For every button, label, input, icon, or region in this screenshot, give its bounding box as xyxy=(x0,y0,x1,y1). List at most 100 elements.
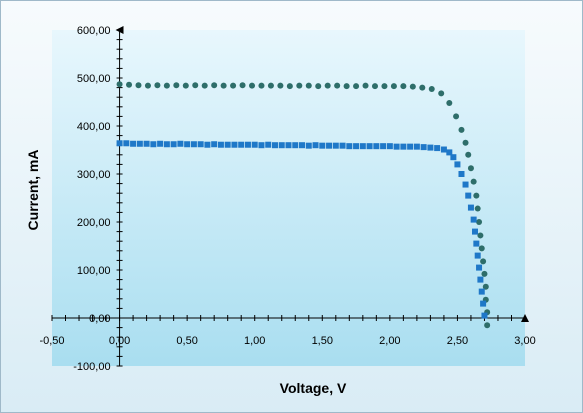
data-point xyxy=(371,83,378,90)
data-point xyxy=(440,146,447,153)
x-tick-label: -0,50 xyxy=(39,335,64,347)
data-point xyxy=(453,113,460,120)
data-point xyxy=(409,83,416,90)
data-point xyxy=(474,205,481,212)
data-point xyxy=(123,140,130,147)
x-tick-label: 2,00 xyxy=(379,335,400,347)
x-tick-label: 1,50 xyxy=(312,335,333,347)
data-point xyxy=(267,82,274,89)
y-tick-label: 400,00 xyxy=(77,121,111,133)
data-point xyxy=(476,264,483,271)
data-point xyxy=(482,283,489,290)
tick-labels: -0,50 0,00 0,50 1,00 1,50 2,00 2,50 3,00 -100,00… xyxy=(39,25,535,373)
data-point xyxy=(334,82,341,89)
data-point xyxy=(353,143,360,150)
data-point xyxy=(201,82,208,89)
data-point xyxy=(277,82,284,89)
data-point xyxy=(239,82,246,89)
data-point xyxy=(346,143,353,150)
data-point xyxy=(324,82,331,89)
data-point xyxy=(305,142,312,149)
data-point xyxy=(258,142,265,149)
data-point xyxy=(296,82,303,89)
data-point xyxy=(362,82,369,89)
y-tick-label: 0,00 xyxy=(89,313,110,325)
data-point xyxy=(438,90,445,97)
data-point xyxy=(292,142,299,149)
y-tick-label: 200,00 xyxy=(77,217,111,229)
data-point xyxy=(478,245,485,252)
data-point xyxy=(473,192,480,199)
data-point xyxy=(173,82,180,89)
data-point xyxy=(446,149,453,156)
data-point xyxy=(211,141,218,148)
data-point xyxy=(230,82,237,89)
data-point xyxy=(163,141,170,148)
data-point xyxy=(249,82,256,89)
y-tick-label: -100,00 xyxy=(73,361,110,373)
data-point xyxy=(473,240,480,247)
data-point xyxy=(154,82,161,89)
data-point xyxy=(116,140,123,147)
data-point xyxy=(454,161,461,168)
data-point xyxy=(285,142,292,149)
data-point xyxy=(278,142,285,149)
data-point xyxy=(190,141,197,148)
data-point xyxy=(184,141,191,148)
data-point xyxy=(393,143,400,150)
data-point xyxy=(470,178,477,185)
data-point xyxy=(299,142,306,149)
data-point xyxy=(116,81,123,88)
data-point xyxy=(419,84,426,91)
data-point xyxy=(182,82,189,89)
data-point xyxy=(477,276,484,283)
data-point xyxy=(477,232,484,239)
data-point xyxy=(470,216,477,223)
data-point xyxy=(144,82,151,89)
data-point xyxy=(474,252,481,259)
data-point xyxy=(170,141,177,148)
x-tick-label: 0,50 xyxy=(176,335,197,347)
plot-area xyxy=(52,30,525,366)
data-point xyxy=(400,143,407,150)
data-point xyxy=(244,141,251,148)
data-point xyxy=(428,86,435,93)
data-point xyxy=(450,154,457,161)
data-point xyxy=(224,141,231,148)
data-point xyxy=(204,141,211,148)
data-point xyxy=(481,312,488,319)
data-point xyxy=(126,81,133,88)
data-point xyxy=(462,181,469,188)
data-point xyxy=(286,83,293,90)
x-tick-label: 3,00 xyxy=(514,335,535,347)
data-point xyxy=(478,288,485,295)
data-point xyxy=(413,143,420,150)
x-tick-label: 0,00 xyxy=(109,335,130,347)
data-point xyxy=(467,165,474,172)
y-axis-title: Current, mA xyxy=(25,150,41,231)
data-point xyxy=(332,142,339,149)
data-point xyxy=(373,143,380,150)
data-point xyxy=(427,144,434,151)
data-point xyxy=(462,139,469,146)
data-point xyxy=(465,192,472,199)
data-point xyxy=(271,142,278,149)
data-point xyxy=(251,141,258,148)
data-point xyxy=(458,126,465,133)
data-point xyxy=(458,171,465,177)
data-point xyxy=(366,143,373,150)
data-point xyxy=(217,141,224,148)
data-point xyxy=(150,141,157,148)
data-point xyxy=(480,258,487,265)
series-1 xyxy=(116,81,491,329)
data-point xyxy=(163,82,170,89)
data-point xyxy=(258,82,265,89)
data-point xyxy=(211,82,218,89)
x-axis-title: Voltage, V xyxy=(280,380,347,396)
data-point xyxy=(359,143,366,150)
data-point xyxy=(231,141,238,148)
data-point xyxy=(476,219,483,225)
data-point xyxy=(390,83,397,90)
data-point xyxy=(135,82,142,89)
data-point xyxy=(312,142,319,149)
